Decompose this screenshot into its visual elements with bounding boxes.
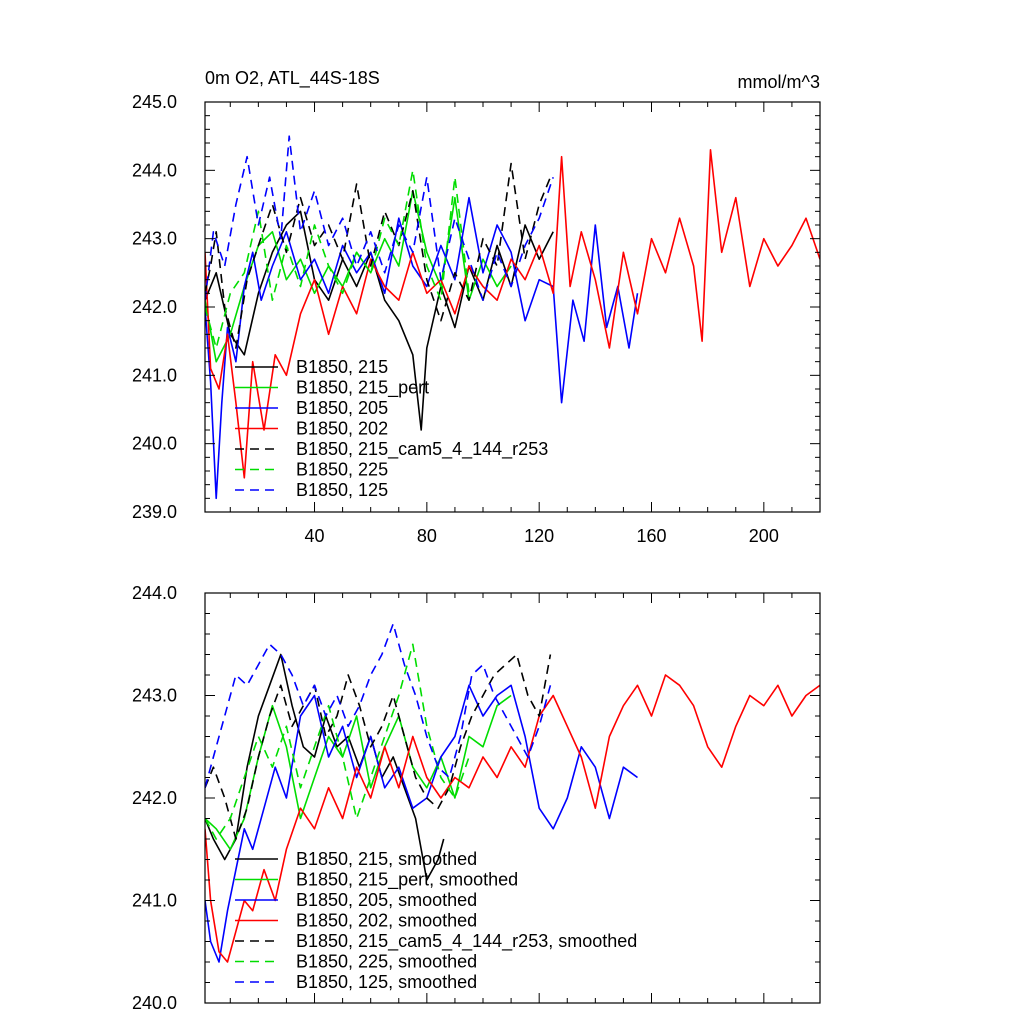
legend-label: B1850, 215_cam5_4_144_r253 [296, 439, 548, 460]
x-tick-label: 120 [524, 526, 554, 546]
y-tick-label: 245.0 [132, 92, 177, 112]
y-tick-label: 242.0 [132, 297, 177, 317]
series-line-5 [205, 653, 552, 840]
y-tick-label: 239.0 [132, 502, 177, 522]
legend-label: B1850, 205, smoothed [296, 890, 477, 910]
y-tick-label: 243.0 [132, 686, 177, 706]
series-line-2 [205, 694, 512, 851]
legend-label: B1850, 215_cam5_4_144_r253, smoothed [296, 931, 637, 952]
y-tick-label: 241.0 [132, 365, 177, 385]
legend-label: B1850, 215_pert, smoothed [296, 870, 518, 891]
y-tick-label: 243.0 [132, 229, 177, 249]
x-tick-label: 160 [636, 526, 666, 546]
y-tick-label: 244.0 [132, 583, 177, 603]
x-tick-label: 80 [417, 526, 437, 546]
y-tick-label: 242.0 [132, 788, 177, 808]
y-tick-label: 240.0 [132, 434, 177, 454]
series-line-7 [205, 623, 552, 789]
top-chart-units: mmol/m^3 [738, 72, 820, 92]
legend-label: B1850, 215_pert [296, 378, 429, 399]
legend-label: B1850, 125, smoothed [296, 972, 477, 992]
series-line-4 [205, 674, 820, 963]
y-tick-label: 244.0 [132, 160, 177, 180]
legend-label: B1850, 125 [296, 480, 388, 500]
top-chart-title: 0m O2, ATL_44S-18S [205, 68, 380, 89]
legend-label: B1850, 225 [296, 460, 388, 480]
top-panel: 0m O2, ATL_44S-18S mmol/m^3 40 80 120 160 20… [132, 68, 821, 546]
series-line-6 [205, 169, 470, 349]
y-tick-label: 240.0 [132, 993, 177, 1013]
legend-label: B1850, 225, smoothed [296, 952, 477, 972]
series-line-3 [205, 196, 639, 500]
x-tick-label: 200 [749, 526, 779, 546]
bottom-panel: 240.0 241.0 242.0 243.0 244.0 B1850, 215, smo… [132, 583, 821, 1013]
legend-label: B1850, 215 [296, 357, 388, 377]
legend-label: B1850, 202 [296, 419, 388, 439]
series-line-7 [205, 135, 554, 301]
x-tick-label: 40 [305, 526, 325, 546]
series-line-1 [205, 210, 554, 431]
series-line-3 [205, 684, 638, 963]
legend-label: B1850, 205 [296, 398, 388, 418]
series-line-5 [205, 162, 552, 349]
series-line-6 [205, 643, 470, 840]
legend-label: B1850, 202, smoothed [296, 911, 477, 931]
y-tick-label: 241.0 [132, 891, 177, 911]
legend-label: B1850, 215, smoothed [296, 849, 477, 869]
series-line-4 [205, 149, 820, 479]
